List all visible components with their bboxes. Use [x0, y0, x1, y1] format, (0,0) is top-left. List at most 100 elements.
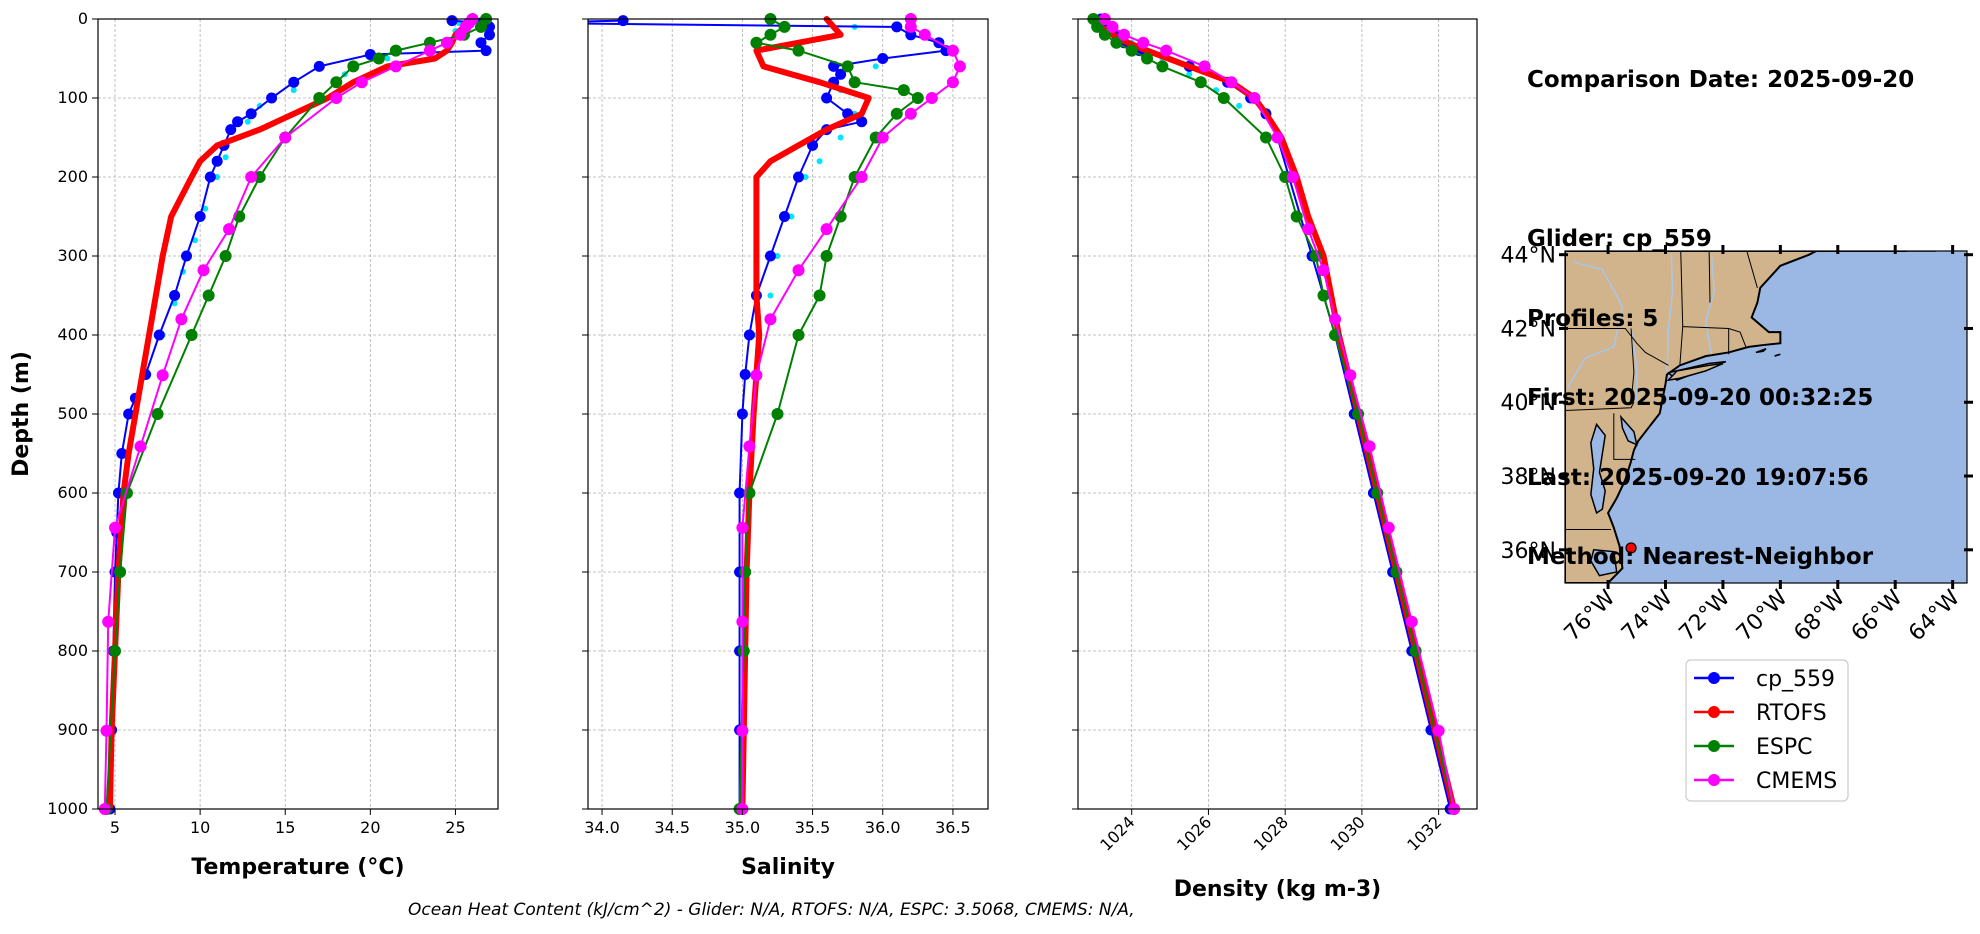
data-point [1317, 264, 1330, 277]
data-point [223, 223, 236, 236]
x-tick-label: 35.5 [795, 818, 831, 837]
series-line [108, 19, 491, 810]
data-point [1248, 92, 1261, 104]
data-point [767, 292, 774, 299]
data-point [872, 63, 879, 70]
data-point [156, 369, 169, 382]
salinity-panel: 34.0 34.5 35.0 35.5 36.0 36.5 Salinity [582, 13, 989, 880]
x-tick-label: 34.5 [654, 818, 690, 837]
x-tick-label: 1028 [1250, 812, 1292, 854]
data-point [736, 521, 749, 534]
y-tick-label: 700 [57, 562, 88, 581]
data-point [194, 211, 206, 222]
x-tick-label: 36.0 [865, 818, 901, 837]
data-point [792, 329, 805, 341]
data-point [288, 76, 300, 88]
method: Method: Nearest-Neighbor [1527, 544, 1874, 570]
bay [1619, 414, 1638, 446]
data-point [1329, 313, 1342, 326]
data-point [384, 55, 391, 62]
data-point [347, 60, 360, 73]
density-axis-label: Density (kg m-3) [1174, 877, 1382, 902]
x-tick-label: 1024 [1096, 812, 1138, 854]
data-point [837, 134, 844, 141]
ocean-heat-content-caption: Ocean Heat Content (kJ/cm^2) - Glider: N… [408, 900, 1135, 920]
data-point [904, 107, 917, 120]
data-point [100, 724, 113, 737]
legend-cp_559-entry: cp_559 [1694, 667, 1835, 692]
data-point [330, 92, 343, 104]
legend-label: ESPC [1756, 735, 1813, 760]
data-point [169, 290, 181, 301]
y-tick-label: 300 [57, 246, 88, 265]
data-point [750, 36, 763, 49]
data-point [802, 174, 809, 180]
legend-marker [1708, 672, 1720, 684]
data-point [185, 329, 198, 341]
data-point [1194, 76, 1207, 89]
data-point [225, 124, 237, 136]
y-tick-label: 400 [57, 325, 88, 344]
data-point [211, 155, 223, 167]
data-point [736, 724, 749, 737]
depth-axis-label: Depth (m) [9, 351, 34, 477]
data-point [1317, 289, 1330, 302]
data-point [446, 15, 458, 27]
x-tick-label: 34.0 [584, 818, 620, 837]
data-point [266, 92, 278, 104]
density-series-area [1087, 13, 1460, 815]
density-series-cmems [1098, 13, 1460, 815]
data-point [214, 174, 221, 180]
x-tick-label: 1030 [1327, 812, 1369, 854]
data-point [774, 253, 781, 259]
data-point [454, 28, 467, 41]
data-point [313, 60, 325, 72]
data-point [792, 44, 805, 57]
data-point [204, 171, 216, 183]
data-point [788, 213, 795, 220]
data-point [734, 487, 746, 499]
data-point [1271, 131, 1284, 144]
data-point [123, 408, 135, 420]
density-series-espc [1087, 13, 1460, 815]
data-point [778, 211, 790, 222]
data-point [175, 313, 188, 326]
data-point [197, 264, 210, 277]
y-tick-label: 500 [57, 404, 88, 423]
data-point [440, 36, 453, 49]
data-point [1363, 440, 1376, 453]
data-point [743, 329, 755, 341]
data-point [245, 108, 257, 120]
data-point [253, 171, 266, 183]
island [1774, 353, 1781, 357]
state-border [1708, 251, 1711, 303]
data-point [1198, 60, 1211, 73]
data-point [820, 250, 833, 262]
bay [1590, 548, 1618, 577]
data-point [891, 21, 903, 33]
legend-marker [1708, 774, 1720, 786]
legend-label: RTOFS [1756, 701, 1827, 726]
data-point [1217, 92, 1230, 104]
data-point [372, 52, 385, 65]
first-time: First: 2025-09-20 00:32:25 [1527, 385, 1874, 411]
data-point [1118, 28, 1131, 41]
legend-marker [1708, 740, 1720, 752]
river [1666, 254, 1674, 373]
data-point [807, 139, 819, 151]
legend-cmems-entry: CMEMS [1694, 769, 1837, 794]
state-border [1565, 327, 1669, 366]
state-border [1728, 327, 1747, 348]
data-point [151, 408, 164, 420]
data-point [222, 154, 229, 161]
river [1567, 261, 1624, 388]
temperature-series-area [98, 13, 495, 815]
temperature-series-cmems [98, 13, 479, 815]
legend: cp_559 RTOFS ESPC CMEMS [1685, 659, 1849, 802]
data-point [313, 92, 326, 104]
data-point [290, 87, 297, 94]
data-point [1236, 102, 1243, 109]
data-point [848, 76, 861, 89]
series-line [106, 16, 476, 812]
data-point [736, 615, 749, 628]
